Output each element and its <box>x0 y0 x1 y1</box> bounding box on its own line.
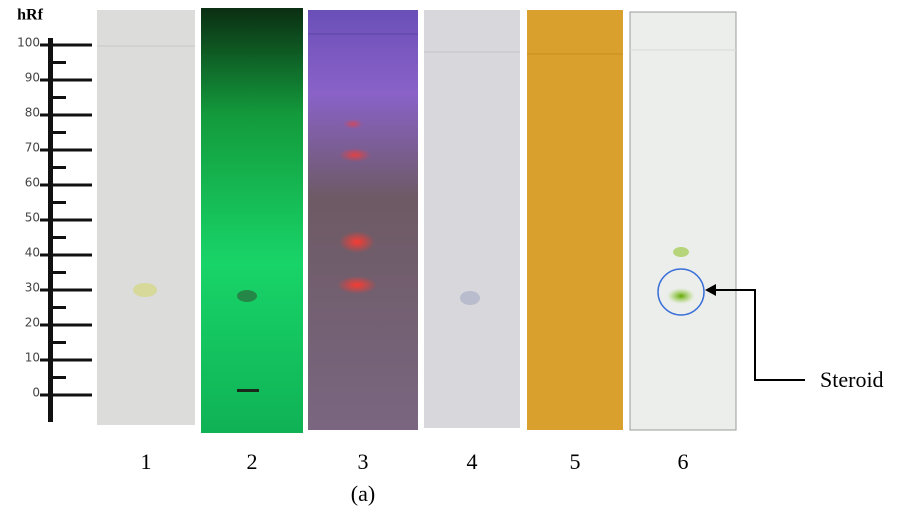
caption: (a) <box>351 481 375 506</box>
plate-2 <box>201 8 303 433</box>
plate-1 <box>97 10 195 425</box>
ruler-tick-label: 0 <box>32 386 40 400</box>
plate-5 <box>527 10 623 430</box>
ruler-tick-label: 80 <box>25 106 40 120</box>
ruler: hRf 0 10 20 30 40 50 60 70 80 90 100 <box>17 7 92 422</box>
spot <box>337 276 377 294</box>
plate-4 <box>424 10 520 428</box>
ruler-tick-label: 30 <box>25 281 40 295</box>
spot <box>667 288 695 304</box>
ruler-tick-label: 20 <box>25 316 40 330</box>
ruler-tick-label: 60 <box>25 176 40 190</box>
ruler-bar <box>48 38 53 422</box>
lane-label: 6 <box>678 449 689 474</box>
lane-label: 4 <box>467 449 478 474</box>
spot <box>343 119 363 129</box>
origin-mark <box>237 389 259 392</box>
ruler-tick-label: 10 <box>25 351 40 365</box>
spot <box>237 290 257 302</box>
plates <box>97 8 736 433</box>
plate-6 <box>630 12 736 430</box>
ruler-tick-label: 100 <box>17 36 40 50</box>
spot <box>460 291 480 305</box>
lane-label: 3 <box>358 449 369 474</box>
spot <box>133 283 157 297</box>
lane-label: 5 <box>570 449 581 474</box>
plate-3 <box>308 10 418 430</box>
lane-label: 1 <box>141 449 152 474</box>
spot <box>339 148 371 162</box>
ruler-tick-label: 40 <box>25 246 40 260</box>
ruler-tick-label: 50 <box>25 211 40 225</box>
lane-label: 2 <box>247 449 258 474</box>
annotation: Steroid <box>820 367 884 392</box>
figure: hRf 0 10 20 30 40 50 60 70 80 90 100 Steroid 1 2 3… <box>0 0 918 511</box>
ruler-tick-label: 90 <box>25 71 40 85</box>
spot <box>339 231 375 253</box>
ruler-title: hRf <box>17 7 43 24</box>
spot <box>673 247 689 257</box>
ruler-tick-label: 70 <box>25 141 40 155</box>
